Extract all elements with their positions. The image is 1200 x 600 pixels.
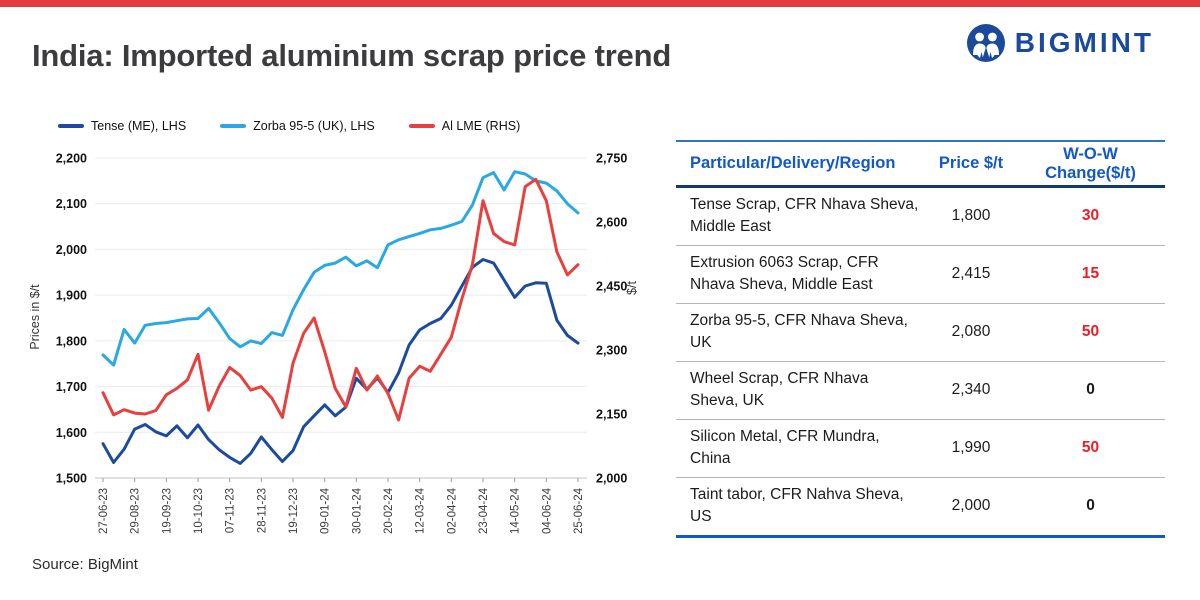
legend-label: Tense (ME), LHS [91, 119, 187, 133]
svg-text:2,200: 2,200 [56, 152, 87, 166]
chart-legend: Tense (ME), LHS Zorba 95-5 (UK), LHS Al … [58, 119, 520, 133]
svg-text:23-04-24: 23-04-24 [478, 487, 490, 534]
svg-text:07-11-23: 07-11-23 [225, 488, 237, 533]
page-title: India: Imported aluminium scrap price tr… [32, 38, 672, 73]
legend-label: Al LME (RHS) [441, 119, 521, 133]
table-row: Extrusion 6063 Scrap, CFR Nhava Sheva, M… [676, 246, 1165, 304]
cell-price: 2,415 [951, 265, 991, 283]
svg-text:2,150: 2,150 [596, 408, 627, 422]
svg-text:14-05-24: 14-05-24 [510, 487, 522, 534]
svg-text:09-01-24: 09-01-24 [320, 487, 332, 534]
cell-particular: Wheel Scrap, CFR Nhava Sheva, UK [690, 369, 869, 410]
legend-swatch [408, 124, 435, 128]
cell-wow-change: 50 [1081, 323, 1100, 341]
table-row: Wheel Scrap, CFR Nhava Sheva, UK 2,340 0 [676, 362, 1165, 420]
line-chart-svg: 2,200 2,100 2,000 1,900 1,800 1,700 1,600 1,500… [28, 152, 639, 535]
cell-particular: Silicon Metal, CFR Mundra, China [690, 427, 880, 468]
svg-text:1,900: 1,900 [56, 289, 87, 303]
bigmint-logo-icon [966, 24, 1005, 62]
price-trend-chart: 2,200 2,100 2,000 1,900 1,800 1,700 1,600 1,500… [28, 108, 655, 553]
cell-wow-change: 0 [1086, 381, 1095, 399]
source-note: Source: BigMint [32, 556, 138, 573]
svg-text:02-04-24: 02-04-24 [446, 487, 458, 534]
legend-label: Zorba 95-5 (UK), LHS [253, 119, 375, 133]
price-table-body: Tense Scrap, CFR Nhava Sheva, Middle Eas… [676, 188, 1165, 538]
cell-wow-change: 15 [1081, 265, 1100, 283]
svg-text:04-06-24: 04-06-24 [541, 487, 553, 534]
price-table-header: Particular/Delivery/Region Price $/t W-O… [676, 142, 1165, 188]
cell-wow-change: 50 [1081, 439, 1100, 457]
header-particular: Particular/Delivery/Region [690, 154, 896, 172]
table-row: Zorba 95-5, CFR Nhava Sheva, UK 2,080 50 [676, 304, 1165, 362]
svg-text:2,100: 2,100 [56, 197, 87, 211]
cell-particular: Taint tabor, CFR Nahva Sheva, US [690, 485, 904, 526]
svg-text:2,000: 2,000 [596, 472, 627, 486]
svg-text:1,700: 1,700 [56, 380, 87, 394]
svg-text:12-03-24: 12-03-24 [415, 487, 427, 534]
cell-price: 2,340 [951, 381, 991, 399]
legend-swatch [58, 124, 84, 128]
svg-text:2,000: 2,000 [56, 243, 87, 257]
svg-text:2,300: 2,300 [596, 344, 627, 358]
svg-text:30-01-24: 30-01-24 [351, 487, 363, 534]
cell-particular: Extrusion 6063 Scrap, CFR Nhava Sheva, M… [690, 253, 879, 294]
svg-text:19-12-23: 19-12-23 [288, 488, 300, 534]
price-table: Particular/Delivery/Region Price $/t W-O… [676, 140, 1165, 538]
cell-price: 2,080 [951, 323, 991, 341]
svg-text:2,750: 2,750 [596, 152, 627, 166]
cell-wow-change: 30 [1081, 207, 1100, 225]
svg-text:1,500: 1,500 [56, 472, 87, 486]
table-row: Silicon Metal, CFR Mundra, China 1,990 5… [676, 420, 1165, 478]
svg-text:28-11-23: 28-11-23 [256, 488, 268, 533]
table-row: Tense Scrap, CFR Nhava Sheva, Middle Eas… [676, 188, 1165, 246]
cell-particular: Zorba 95-5, CFR Nhava Sheva, UK [690, 311, 908, 352]
svg-text:Prices in $/t: Prices in $/t [30, 284, 42, 350]
cell-particular: Tense Scrap, CFR Nhava Sheva, Middle Eas… [690, 196, 919, 236]
svg-text:25-06-24: 25-06-24 [573, 487, 585, 534]
cell-price: 1,990 [951, 439, 991, 457]
cell-price: 2,000 [951, 497, 991, 515]
svg-text:1,600: 1,600 [56, 426, 87, 440]
header-price: Price $/t [938, 154, 1004, 172]
svg-text:10-10-23: 10-10-23 [193, 488, 205, 534]
cell-wow-change: 0 [1086, 497, 1095, 515]
cell-price: 1,800 [951, 207, 991, 225]
svg-text:1,800: 1,800 [56, 334, 87, 348]
top-accent-bar [0, 0, 1200, 7]
legend-item-al-lme: Al LME (RHS) [408, 119, 521, 133]
svg-text:2,450: 2,450 [596, 280, 627, 294]
svg-text:$/t: $/t [625, 281, 639, 295]
legend-swatch [220, 124, 247, 128]
bigmint-logo-text: BIGMINT [1014, 27, 1154, 58]
legend-item-zorba: Zorba 95-5 (UK), LHS [220, 119, 375, 133]
svg-text:2,600: 2,600 [596, 216, 627, 230]
header-wow-change: W-O-W Change($/t) [1045, 144, 1136, 182]
svg-text:19-09-23: 19-09-23 [161, 488, 173, 534]
svg-text:29-08-23: 29-08-23 [130, 488, 142, 534]
svg-text:20-02-24: 20-02-24 [383, 487, 395, 534]
legend-item-tense: Tense (ME), LHS [58, 119, 186, 133]
svg-text:27-06-23: 27-06-23 [98, 488, 110, 534]
table-row: Taint tabor, CFR Nahva Sheva, US 2,000 0 [676, 478, 1165, 538]
bigmint-logo: BIGMINT [966, 24, 1154, 62]
